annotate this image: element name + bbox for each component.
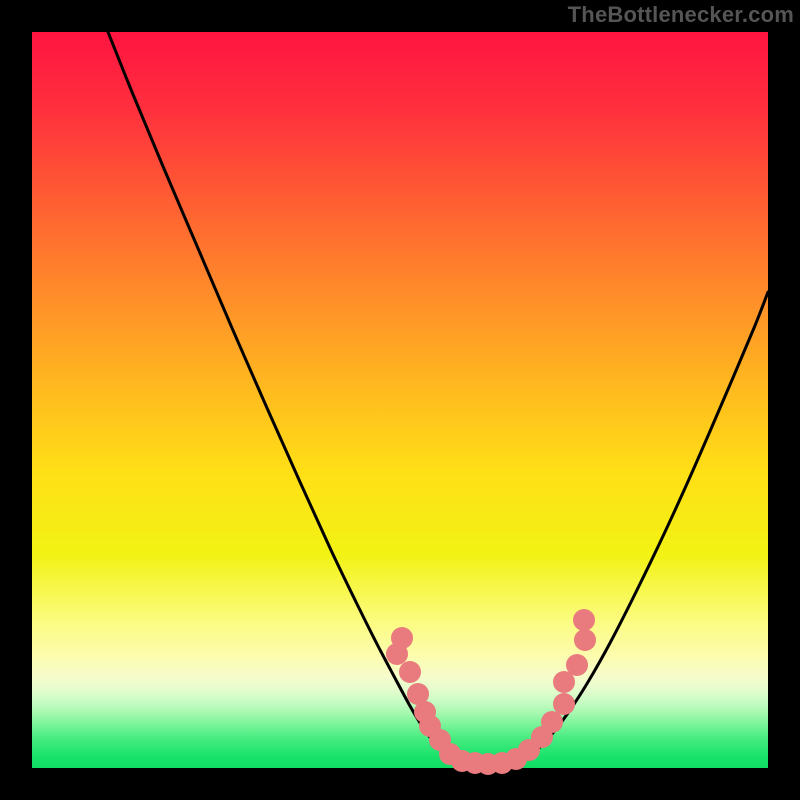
- curve-marker: [574, 629, 596, 651]
- curve-marker: [399, 661, 421, 683]
- plot-area: [32, 32, 768, 768]
- curve-marker: [553, 693, 575, 715]
- watermark-text: TheBottlenecker.com: [568, 2, 794, 28]
- curve-marker: [566, 654, 588, 676]
- curve-marker: [573, 609, 595, 631]
- figure-canvas: TheBottlenecker.com: [0, 0, 800, 800]
